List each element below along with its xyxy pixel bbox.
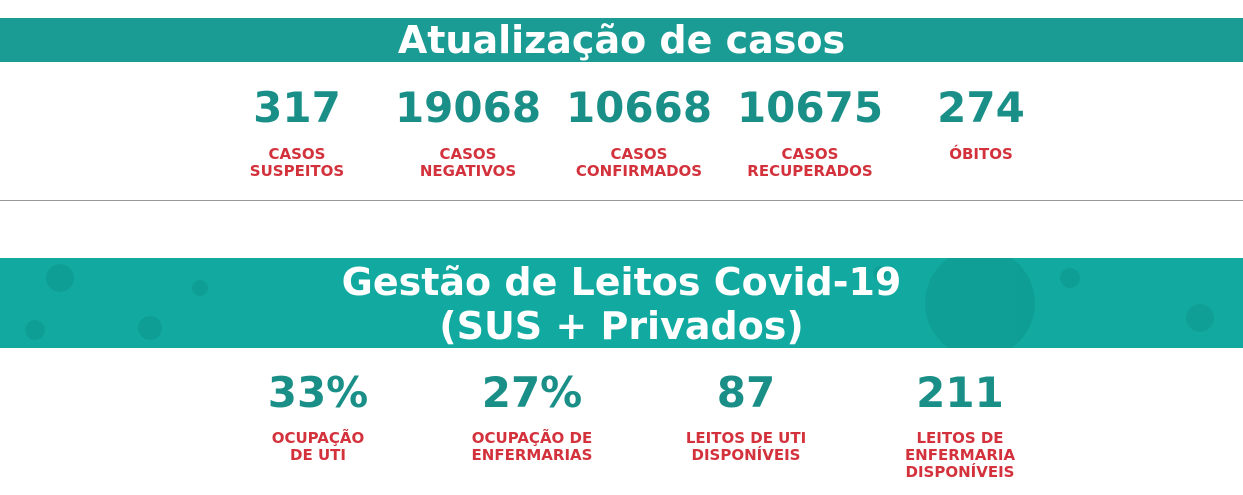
separator	[0, 200, 1243, 201]
stat-label: CASOS	[610, 145, 668, 163]
stat-value: 19068	[394, 83, 542, 132]
stat-value: 10668	[565, 83, 713, 132]
stat-value: 87	[716, 368, 776, 417]
stat-value: 274	[937, 83, 1025, 132]
header-band	[0, 258, 1243, 348]
stat-label: RECUPERADOS	[747, 162, 873, 180]
stat-label: OCUPAÇÃO DE	[471, 429, 593, 447]
stat-label: CONFIRMADOS	[575, 162, 703, 180]
stat-label: SUSPEITOS	[249, 162, 345, 180]
stat-label: OCUPAÇÃO	[271, 429, 365, 447]
stat-label: DE UTI	[290, 446, 346, 464]
section-title: (SUS + Privados)	[439, 304, 804, 348]
stat-value: 317	[253, 83, 341, 132]
stat-label: NEGATIVOS	[419, 162, 517, 180]
stat-value: 211	[916, 368, 1004, 417]
stat-value: 33%	[267, 368, 369, 417]
stat-label: LEITOS DE	[916, 429, 1004, 447]
stat-label: ENFERMARIAS	[471, 446, 593, 464]
stat-label: CASOS	[439, 145, 497, 163]
decoration	[25, 258, 1214, 348]
stat-label: DISPONÍVEIS	[905, 463, 1015, 481]
section-title: Gestão de Leitos Covid-19	[341, 260, 902, 304]
stat-label: LEITOS DE UTI	[685, 429, 807, 447]
stat-value: 10675	[736, 83, 884, 132]
stat-label: DISPONÍVEIS	[691, 446, 801, 464]
stat-value: 27%	[481, 368, 583, 417]
stat-label: CASOS	[268, 145, 326, 163]
header-band	[0, 18, 1243, 62]
stat-label: ÓBITOS	[949, 145, 1013, 163]
section-title: Atualização de casos	[397, 18, 846, 62]
stat-label: CASOS	[781, 145, 839, 163]
stat-label: ENFERMARIA	[904, 446, 1016, 464]
